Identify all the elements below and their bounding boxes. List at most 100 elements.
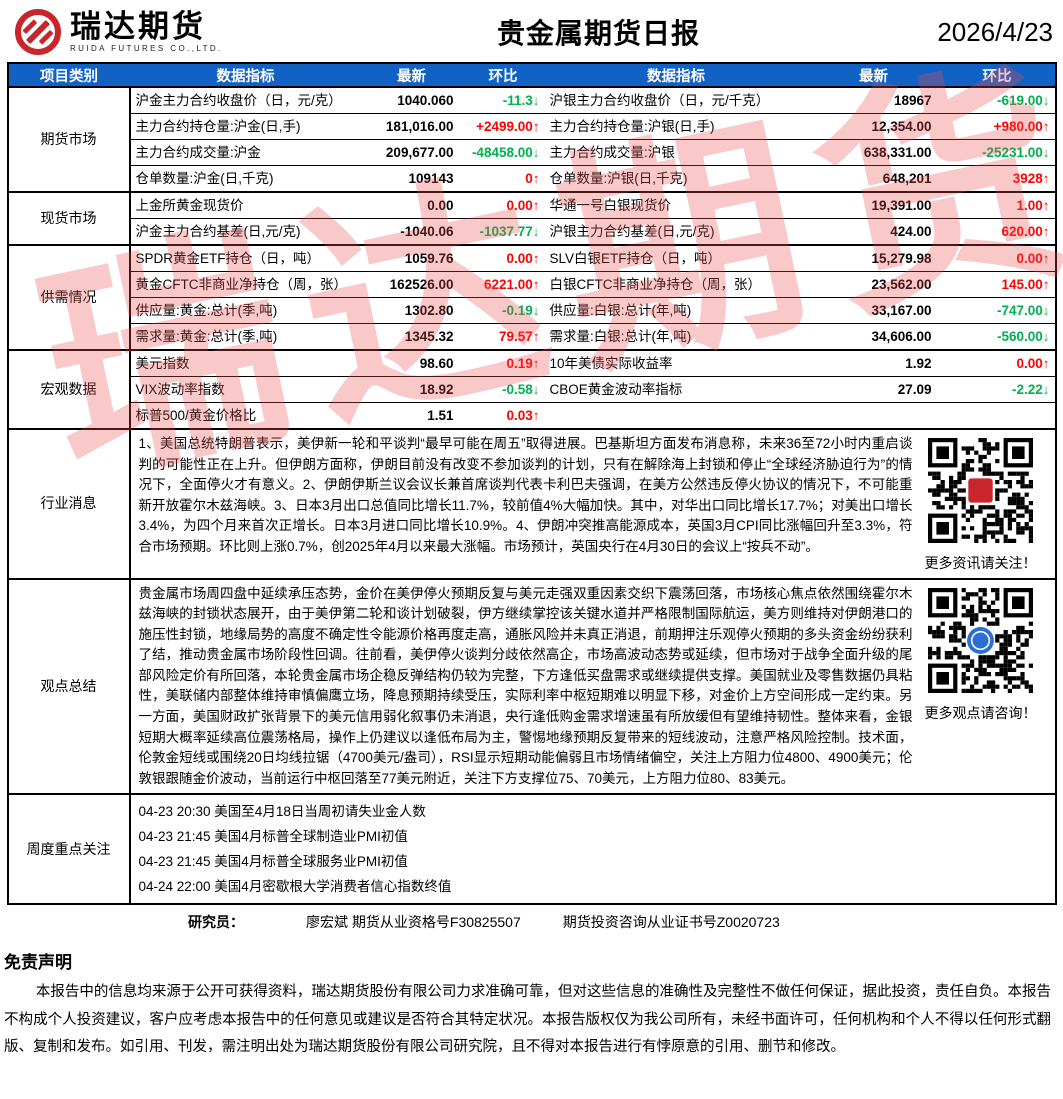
latest-value: 424.00 [807,218,940,246]
change-value: 0.03↑ [461,402,545,430]
company-name: 瑞达期货 [70,9,206,44]
change-value: 0.00↑ [939,244,1056,272]
weekly-item: 04-23 20:30 美国至4月18日当周初请失业金人数 [138,804,426,820]
col-header-indicator-right: 数据指标 [544,63,808,87]
latest-value: 18.92 [361,376,462,403]
table-row: 需求量:黄金:总计(季,吨) 1345.32 79.57↑ 需求量:白银:总计(… [8,323,1056,351]
table-row: 观点总结 贵金属市场周四盘中延续承压态势，金价在美伊停火预期反复与美元走强双重因… [7,577,1056,795]
indicator: 黄金CFTC非商业净持仓（周，张） [129,271,362,298]
change-value: 0.00↑ [461,244,545,272]
table-row: 供应量:黄金:总计(季,吨) 1302.80 -0.19↓ 供应量:白银:总计(… [8,297,1056,324]
researcher-certificate: 廖宏斌 期货从业资格号F30825507 [306,914,521,931]
daily-report-table: 项目类别 数据指标 最新 环比 数据指标 最新 环比 期货市场 沪金主力合约收盘… [6,62,1057,906]
change-value: -0.58↓ [461,376,545,403]
latest-value: 34,606.00 [807,323,940,351]
indicator: 主力合约成交量:沪金 [129,139,362,166]
change-value: 0.19↑ [461,349,545,377]
summary-qr-code-icon [928,587,1033,693]
col-header-category: 项目类别 [7,63,130,87]
latest-value: 181,016.00 [361,113,462,140]
industry-news-cell: 1、美国总统特朗普表示，美伊新一轮和平谈判“最早可能在周五”取得进展。巴基斯坦方… [129,428,1056,579]
indicator: 主力合约成交量:沪银 [544,139,808,166]
category-weekly-focus: 周度重点关注 [7,793,131,905]
weekly-item: 04-23 21:45 美国4月标普全球服务业PMI初值 [138,854,408,870]
indicator: 仓单数量:沪金(日,千克) [129,165,362,193]
industry-news-text: 1、美国总统特朗普表示，美伊新一轮和平谈判“最早可能在周五”取得进展。巴基斯坦方… [138,436,913,554]
latest-value: 23,562.00 [807,271,940,298]
latest-value: 638,331.00 [807,139,940,166]
change-value: 0.00↑ [939,349,1056,377]
change-value: -48458.00↓ [461,139,545,166]
indicator: 需求量:白银:总计(年,吨) [544,323,808,351]
indicator: 主力合约持仓量:沪银(日,手) [544,113,808,140]
indicator: CBOE黄金波动率指标 [544,376,808,403]
change-value: +2499.00↑ [461,113,545,140]
indicator: 沪金主力合约基差(日,元/克) [129,218,362,246]
latest-value: 1302.80 [361,297,462,324]
table-row: 现货市场 上金所黄金现货价 0.00 0.00↑ 华通一号白银现货价 19,39… [7,191,1056,246]
indicator: 沪银主力合约收盘价（日，元/千克） [544,86,808,114]
table-row: 仓单数量:沪金(日,千克) 109143 0↑ 仓单数量:沪银(日,千克) 64… [8,165,1056,193]
latest-value [807,402,940,430]
indicator: 美元指数 [129,349,362,377]
latest-value: 1040.060 [361,86,462,114]
viewpoint-summary-cell: 贵金属市场周四盘中延续承压态势，金价在美伊停火预期反复与美元走强双重因素交织下震… [129,577,1056,795]
indicator: 仓单数量:沪银(日,千克) [544,165,808,193]
report-date: 2026/4/23 [937,16,1053,47]
table-row: 主力合约成交量:沪金 209,677.00 -48458.00↓ 主力合约成交量… [8,139,1056,166]
change-value: 0↑ [461,165,545,193]
change-value: 0.00↑ [461,191,545,219]
latest-value: 33,167.00 [807,297,940,324]
latest-value: 162526.00 [361,271,462,298]
researcher-label: 研究员： [188,914,244,931]
latest-value: -1040.06 [361,218,462,246]
table-header-row: 项目类别 数据指标 最新 环比 数据指标 最新 环比 [7,63,1056,87]
change-value: 79.57↑ [461,323,545,351]
latest-value: 12,354.00 [807,113,940,140]
weekly-focus-cell: 04-23 20:30 美国至4月18日当周初请失业金人数 04-23 21:4… [129,793,1056,905]
company-name-en: RUIDA FUTURES CO.,LTD. [70,44,223,53]
col-header-latest-left: 最新 [361,63,462,87]
latest-value: 19,391.00 [807,191,940,219]
col-header-change-right: 环比 [939,63,1056,87]
summary-qr-caption: 更多观点请咨询！ [924,704,1037,721]
latest-value: 27.09 [807,376,940,403]
indicator: VIX波动率指数 [129,376,362,403]
category-futures: 期货市场 [7,86,131,193]
indicator: 上金所黄金现货价 [129,191,362,219]
latest-value: 98.60 [361,349,462,377]
category-macro: 宏观数据 [7,349,131,430]
indicator: 白银CFTC非商业净持仓（周，张） [544,271,808,298]
disclaimer-text: 本报告中的信息均来源于公开可获得资料，瑞达期货股份有限公司力求准确可靠，但对这些… [4,984,1051,1056]
table-row: 主力合约持仓量:沪金(日,手) 181,016.00 +2499.00↑ 主力合… [8,113,1056,140]
indicator: 华通一号白银现货价 [544,191,808,219]
viewpoint-summary-text: 贵金属市场周四盘中延续承压态势，金价在美伊停火预期反复与美元走强双重因素交织下震… [138,585,913,786]
col-header-change-left: 环比 [461,63,545,87]
table-row: 宏观数据 美元指数 98.60 0.19↑ 10年美债实际收益率 1.92 0.… [7,349,1056,430]
table-row: 期货市场 沪金主力合约收盘价（日，元/克） 1040.060 -11.3↓ 沪银… [7,86,1056,193]
latest-value: 648,201 [807,165,940,193]
latest-value: 109143 [361,165,462,193]
category-industry-news: 行业消息 [7,428,131,579]
change-value: 6221.00↑ [461,271,545,298]
category-viewpoint-summary: 观点总结 [7,577,131,795]
col-header-latest-right: 最新 [807,63,940,87]
indicator: 需求量:黄金:总计(季,吨) [129,323,362,351]
latest-value: 1.92 [807,349,940,377]
table-row: 周度重点关注 04-23 20:30 美国至4月18日当周初请失业金人数 04-… [7,793,1056,905]
indicator: 标普500/黄金价格比 [129,402,362,430]
indicator: 供应量:黄金:总计(季,吨) [129,297,362,324]
advisor-certificate: 期货投资咨询从业证书号Z0020723 [562,914,780,931]
indicator: 供应量:白银:总计(年,吨) [544,297,808,324]
indicator: SLV白银ETF持仓（日，吨） [544,244,808,272]
ruida-logo-icon [15,9,61,55]
report-header: 瑞达期货 RUIDA FUTURES CO.,LTD. 贵金属期货日报 2026… [0,0,1063,62]
disclaimer-section: 免责声明 本报告中的信息均来源于公开可获得资料，瑞达期货股份有限公司力求准确可靠… [0,948,1063,1062]
weekly-item: 04-24 22:00 美国4月密歇根大学消费者信心指数终值 [138,879,452,895]
table-row: 供需情况 SPDR黄金ETF持仓（日，吨） 1059.76 0.00↑ SLV白… [7,244,1056,351]
indicator: 沪银主力合约基差(日,元/克) [544,218,808,246]
table-row: VIX波动率指数 18.92 -0.58↓ CBOE黄金波动率指标 27.09 … [8,376,1056,403]
company-logo: 瑞达期货 RUIDA FUTURES CO.,LTD. [14,8,314,56]
category-supply-demand: 供需情况 [7,244,131,351]
change-value: -11.3↓ [461,86,545,114]
